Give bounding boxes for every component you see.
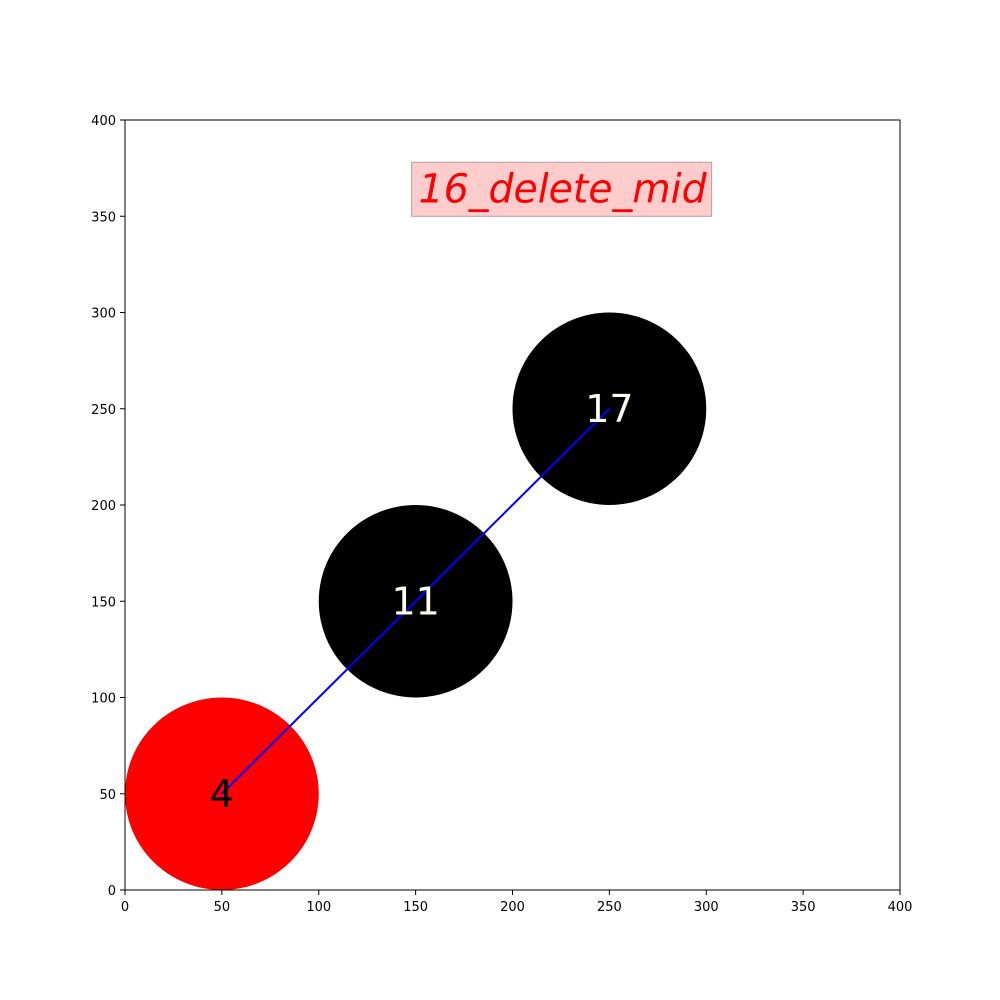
node-label-11: 11 <box>391 579 439 623</box>
annotation-layer: 16_delete_mid <box>411 161 713 217</box>
edge-line-0 <box>221 600 417 795</box>
x-tick-label: 50 <box>214 900 231 915</box>
y-tick-label: 50 <box>99 788 116 803</box>
edges-layer <box>221 408 611 795</box>
node-label-4: 4 <box>210 772 234 816</box>
x-axis: 0 50 100 150 200 250 300 350 400 <box>121 890 913 915</box>
node-labels-layer: 4 11 17 <box>210 387 634 816</box>
y-tick-label: 350 <box>91 210 116 225</box>
node-label-17: 17 <box>585 387 633 431</box>
x-tick-label: 300 <box>694 900 719 915</box>
annotation-box <box>411 161 713 217</box>
y-tick-label: 100 <box>91 692 116 707</box>
y-tick-label: 250 <box>91 403 116 418</box>
x-tick-label: 250 <box>597 900 622 915</box>
edge-line-1 <box>414 408 611 602</box>
x-tick-label: 150 <box>403 900 428 915</box>
x-tick-label: 350 <box>791 900 816 915</box>
x-tick-label: 400 <box>888 900 913 915</box>
x-tick-label: 0 <box>121 900 129 915</box>
y-tick-label: 0 <box>108 884 116 899</box>
y-tick-label: 400 <box>91 114 116 129</box>
y-tick-label: 150 <box>91 595 116 610</box>
annotation-text: 16_delete_mid <box>419 166 708 212</box>
x-tick-label: 200 <box>500 900 525 915</box>
y-tick-label: 300 <box>91 307 116 322</box>
y-axis: 0 50 100 150 200 250 300 350 400 <box>91 114 125 899</box>
y-tick-label: 200 <box>91 499 116 514</box>
x-tick-label: 100 <box>306 900 331 915</box>
